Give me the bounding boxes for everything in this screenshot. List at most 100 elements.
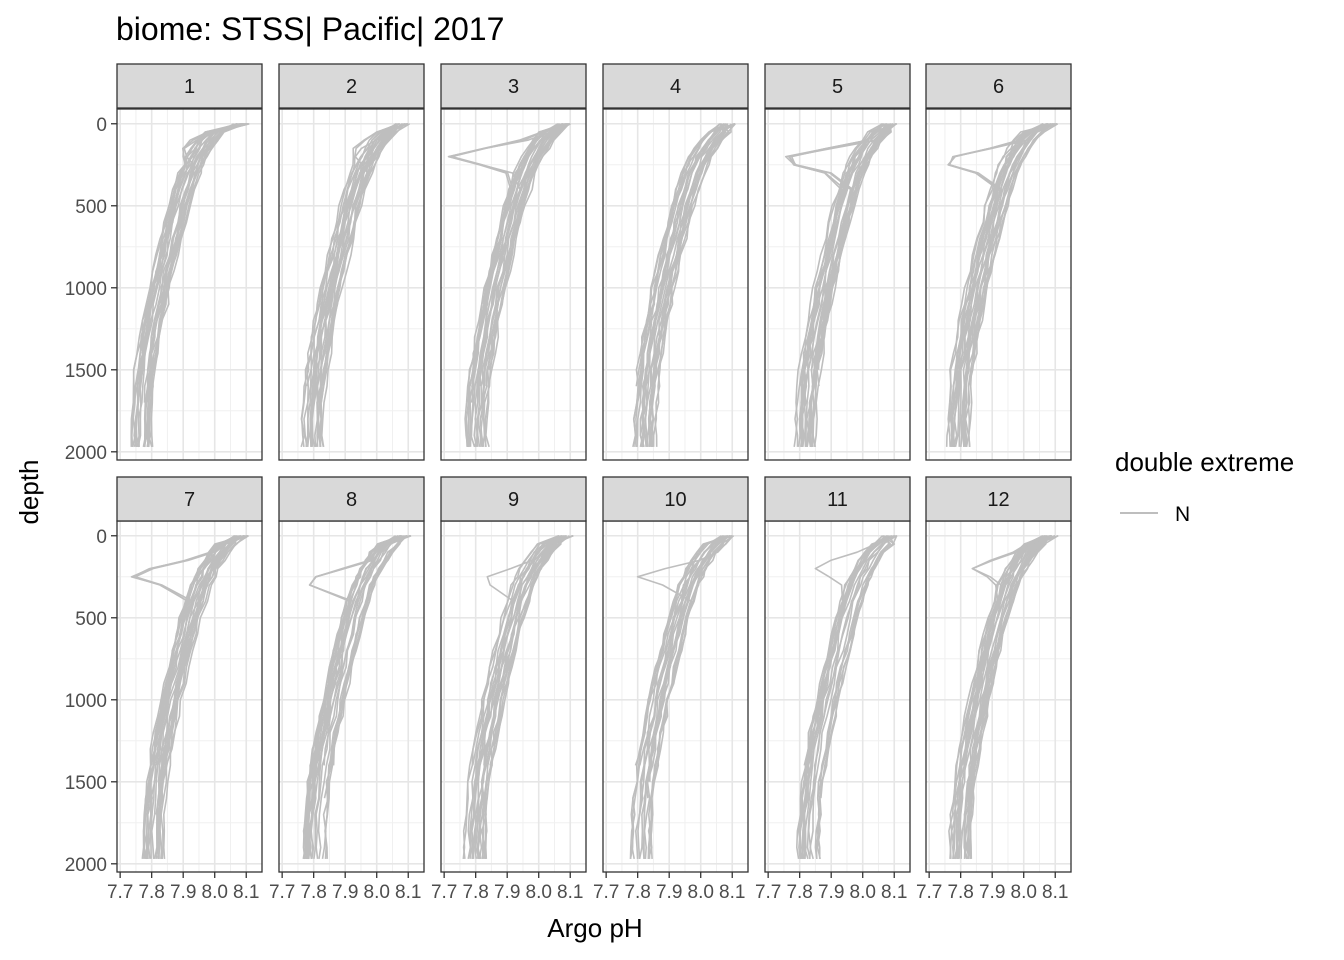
x-tick-label: 7.7 xyxy=(431,882,457,903)
y-axis-title: depth xyxy=(14,459,44,524)
y-tick-label: 0 xyxy=(96,115,107,136)
profile-line xyxy=(647,535,726,859)
x-tick-label: 7.7 xyxy=(916,882,942,903)
profile-line xyxy=(324,535,408,859)
facet-strip-label: 6 xyxy=(993,76,1004,98)
profile-line xyxy=(945,123,1054,447)
profile-lines xyxy=(629,535,735,860)
facet-strip xyxy=(602,476,749,522)
profile-line xyxy=(143,123,244,403)
facet-strip-label: 4 xyxy=(670,76,681,98)
profile-line xyxy=(310,535,411,859)
x-axis-title: Argo pH xyxy=(547,913,642,943)
panel-background xyxy=(441,109,586,460)
profile-line xyxy=(794,123,888,447)
x-tick-label: 8.1 xyxy=(881,882,907,903)
profile-line xyxy=(133,123,243,448)
x-tick-label: 7.8 xyxy=(947,882,973,903)
profile-line xyxy=(483,535,560,766)
facet-strip-label: 1 xyxy=(184,76,195,98)
x-tick-label: 8.0 xyxy=(526,882,552,903)
profile-line xyxy=(800,123,892,448)
facet-strip xyxy=(440,476,587,522)
panel-border xyxy=(764,108,911,461)
facet-strip-label: 5 xyxy=(832,76,843,98)
profile-line xyxy=(634,535,733,766)
profile-line xyxy=(955,535,1046,859)
profile-line xyxy=(157,535,240,860)
profile-line xyxy=(809,535,891,860)
y-tick-label: 2000 xyxy=(65,855,107,876)
panel-background xyxy=(603,521,748,872)
profile-line xyxy=(137,123,244,448)
facet-strip-label: 3 xyxy=(508,76,519,98)
facet-strip xyxy=(116,63,263,109)
facet-strip xyxy=(925,63,1072,109)
profile-line xyxy=(647,535,722,782)
legend-label-n: N xyxy=(1175,503,1190,526)
facet-strip-label: 10 xyxy=(664,489,686,511)
profile-line xyxy=(332,535,405,766)
facet-panel-1: 1 0 500 1000 1500 2000 xyxy=(65,63,263,464)
panel-background xyxy=(279,109,424,460)
y-tick-label: 500 xyxy=(75,197,107,218)
profile-line xyxy=(302,535,411,859)
x-tick-label: 7.9 xyxy=(494,882,520,903)
profile-line xyxy=(300,123,409,447)
profile-line xyxy=(484,535,565,859)
profile-line xyxy=(647,123,734,447)
facet-strip-label: 7 xyxy=(184,489,195,511)
profile-line xyxy=(469,123,566,387)
facet-panel-5: 5 xyxy=(764,63,911,461)
profile-line xyxy=(147,535,238,859)
facet-strip xyxy=(278,476,425,522)
profile-line xyxy=(158,535,242,782)
profile-line xyxy=(642,535,727,859)
facet-strip xyxy=(602,63,749,109)
panel-border xyxy=(116,108,263,461)
profile-line xyxy=(317,123,404,447)
profile-line xyxy=(960,535,1044,766)
profile-line xyxy=(130,123,240,447)
x-tick-label: 8.0 xyxy=(850,882,876,903)
legend: double extreme N xyxy=(1115,447,1294,526)
panel-border xyxy=(278,108,425,461)
profile-line xyxy=(799,535,895,859)
profile-line xyxy=(146,123,239,447)
profile-line xyxy=(815,535,891,859)
profile-lines xyxy=(302,535,412,860)
x-tick-label: 8.1 xyxy=(719,882,745,903)
x-tick-label: 8.1 xyxy=(1042,882,1068,903)
x-tick-label: 7.8 xyxy=(786,882,812,903)
facet-panel-11: 11 7.7 7.8 7.9 8.0 8.1 xyxy=(755,476,911,903)
facet-panel-3: 3 xyxy=(440,63,587,461)
profile-line xyxy=(482,123,562,447)
profile-line xyxy=(649,123,729,447)
profile-line xyxy=(949,535,1046,859)
y-tick-label: 2000 xyxy=(65,443,107,464)
x-tick-label: 7.8 xyxy=(300,882,326,903)
x-tick-label: 8.1 xyxy=(557,882,583,903)
profile-line xyxy=(142,535,247,860)
panel-border xyxy=(602,108,749,461)
profile-line xyxy=(958,123,1058,447)
panel-background xyxy=(441,521,586,872)
profile-line xyxy=(805,123,888,447)
profile-line xyxy=(330,535,400,766)
panel-border xyxy=(440,108,587,461)
x-tick-label: 7.7 xyxy=(593,882,619,903)
facet-panel-10: 10 7.7 7.8 7.9 8.0 8.1 xyxy=(593,476,749,903)
panel-background xyxy=(926,109,1071,460)
facet-panel-12: 12 7.7 7.8 7.9 8.0 8.1 xyxy=(916,476,1072,903)
profile-line xyxy=(314,535,402,799)
facet-strip xyxy=(925,476,1072,522)
profile-line xyxy=(473,123,569,448)
profile-line xyxy=(317,535,399,860)
x-tick-label: 7.8 xyxy=(624,882,650,903)
x-tick-label: 7.7 xyxy=(107,882,133,903)
x-tick-label: 8.0 xyxy=(688,882,714,903)
profile-lines xyxy=(462,535,574,860)
profile-line xyxy=(163,535,249,859)
